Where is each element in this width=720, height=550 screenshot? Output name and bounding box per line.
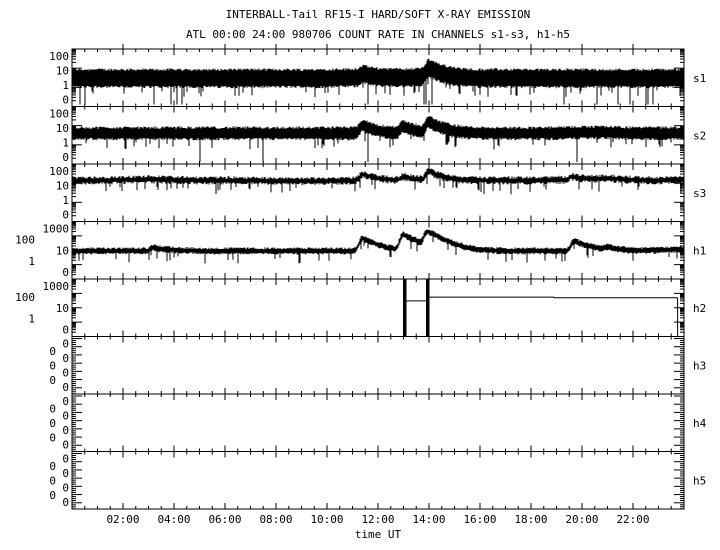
y-tick-label: 0 <box>62 209 69 222</box>
y-tick-label: 100 <box>49 165 69 178</box>
y-tick-label: 0 <box>49 345 56 358</box>
chart-subtitle: ATL 00:00 24:00 980706 COUNT RATE IN CHA… <box>186 28 570 41</box>
y-tick-label: 0 <box>62 266 69 279</box>
channel-label-h2: h2 <box>693 302 706 315</box>
x-tick-label: 14:00 <box>412 513 445 526</box>
y-tick-label: 100 <box>15 291 35 304</box>
y-tick-label: 100 <box>49 50 69 63</box>
x-tick-label: 04:00 <box>157 513 190 526</box>
y-tick-label: 1 <box>62 137 69 150</box>
panel-frame <box>71 451 685 510</box>
x-tick-label: 22:00 <box>616 513 649 526</box>
y-tick-label: 0 <box>62 94 69 107</box>
y-tick-label: 0 <box>49 431 56 444</box>
y-tick-label: 0 <box>62 338 69 351</box>
y-tick-label: 0 <box>62 367 69 380</box>
x-tick-label: 02:00 <box>106 513 139 526</box>
y-tick-label: 0 <box>49 489 56 502</box>
y-tick-label: 0 <box>62 395 69 408</box>
y-tick-label: 1 <box>28 313 35 326</box>
y-tick-label: 1000 <box>43 280 70 293</box>
y-tick-label: 100 <box>15 233 35 246</box>
panel-frame <box>71 278 685 337</box>
x-tick-label: 12:00 <box>361 513 394 526</box>
panel-frame <box>71 393 685 452</box>
x-tick-label: 20:00 <box>565 513 598 526</box>
chart-title: INTERBALL-Tail RF15-I HARD/SOFT X-RAY EM… <box>226 8 531 21</box>
y-tick-label: 0 <box>49 474 56 487</box>
y-tick-label: 0 <box>49 417 56 430</box>
y-tick-label: 0 <box>62 410 69 423</box>
series-s1 <box>72 58 684 105</box>
y-tick-label: 1 <box>62 194 69 207</box>
series-s3 <box>72 168 684 195</box>
y-tick-label: 100 <box>49 108 69 121</box>
y-tick-label: 0 <box>62 467 69 480</box>
y-tick-label: 10 <box>56 65 69 78</box>
channel-label-h1: h1 <box>693 244 706 257</box>
x-tick-label: 10:00 <box>310 513 343 526</box>
x-tick-label: 06:00 <box>208 513 241 526</box>
x-axis-label: time UT <box>355 528 402 541</box>
channel-label-s2: s2 <box>693 129 706 142</box>
series-h2 <box>72 279 684 337</box>
x-tick-label: 18:00 <box>514 513 547 526</box>
series-h1 <box>72 229 684 264</box>
y-tick-label: 10 <box>56 302 69 315</box>
y-tick-label: 0 <box>49 460 56 473</box>
channel-label-s3: s3 <box>693 187 706 200</box>
y-tick-label: 1000 <box>43 223 70 236</box>
y-tick-label: 10 <box>56 122 69 135</box>
y-tick-label: 0 <box>49 359 56 372</box>
y-tick-label: 10 <box>56 244 69 257</box>
y-tick-label: 0 <box>49 374 56 387</box>
y-tick-label: 0 <box>49 402 56 415</box>
y-tick-label: 0 <box>62 352 69 365</box>
y-tick-label: 0 <box>62 453 69 466</box>
y-tick-label: 0 <box>62 482 69 495</box>
channel-label-h4: h4 <box>693 417 707 430</box>
panel-frame <box>71 163 685 222</box>
x-tick-label: 08:00 <box>259 513 292 526</box>
y-tick-label: 0 <box>62 496 69 509</box>
x-tick-label: 16:00 <box>463 513 496 526</box>
panel-frame <box>71 336 685 395</box>
y-tick-label: 0 <box>62 424 69 437</box>
y-tick-label: 1 <box>62 79 69 92</box>
y-tick-label: 0 <box>62 324 69 337</box>
y-tick-label: 0 <box>62 439 69 452</box>
channel-label-h5: h5 <box>693 474 706 487</box>
y-tick-label: 1 <box>28 255 35 268</box>
series-s2 <box>72 116 684 162</box>
y-tick-label: 0 <box>62 151 69 164</box>
channel-label-h3: h3 <box>693 359 706 372</box>
y-tick-label: 10 <box>56 180 69 193</box>
channel-label-s1: s1 <box>693 72 706 85</box>
y-tick-label: 0 <box>62 381 69 394</box>
